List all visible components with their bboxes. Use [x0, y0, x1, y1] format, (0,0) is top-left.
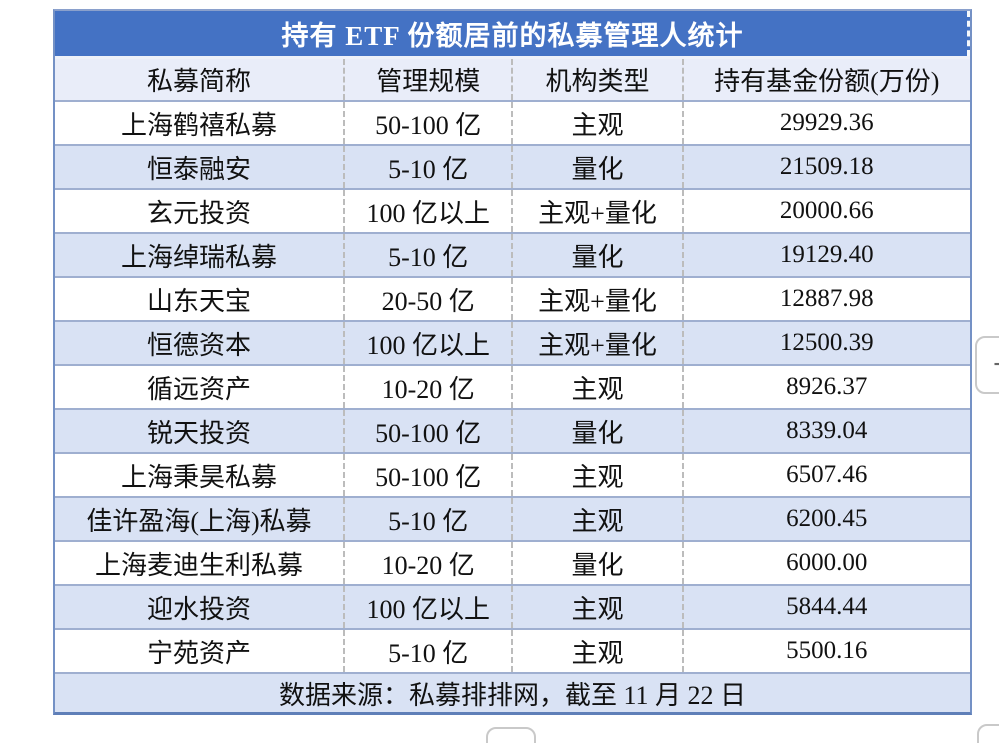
cell-shares: 5500.16 [786, 637, 868, 664]
cell-name: 上海秉昊私募 [55, 454, 346, 496]
cell-type: 量化 [513, 146, 684, 188]
table-row: 恒德资本 100 亿以上 主观+量化 12500.39 [55, 320, 970, 364]
cell-name: 恒德资本 [55, 322, 346, 364]
cell-scale: 5-10 亿 [345, 146, 514, 188]
table-row: 上海绰瑞私募 5-10 亿 量化 19129.40 [55, 232, 970, 276]
cell-name: 山东天宝 [55, 278, 346, 320]
cell-scale: 50-100 亿 [345, 454, 514, 496]
cell-scale: 10-20 亿 [345, 366, 514, 408]
cell-name: 恒泰融安 [55, 146, 346, 188]
cell-scale: 5-10 亿 [345, 234, 514, 276]
cell-name: 锐天投资 [55, 410, 346, 452]
cell-scale: 5-10 亿 [345, 498, 514, 540]
cell-scale: 100 亿以上 [345, 322, 514, 364]
cell-name: 佳许盈海(上海)私募 [55, 498, 346, 540]
cell-scale: 100 亿以上 [345, 190, 514, 232]
cell-scale: 50-100 亿 [345, 410, 514, 452]
table-row: 锐天投资 50-100 亿 量化 8339.04 [55, 408, 970, 452]
cell-name: 上海麦迪生利私募 [55, 542, 346, 584]
table-title: 持有 ETF 份额居前的私募管理人统计 [281, 21, 744, 51]
table-row: 上海秉昊私募 50-100 亿 主观 6507.46 [55, 452, 970, 496]
table-row: 恒泰融安 5-10 亿 量化 21509.18 [55, 144, 970, 188]
cell-type: 主观 [513, 454, 684, 496]
table-footer: 数据来源：私募排排网，截至 11 月 22 日 [55, 672, 970, 712]
table-header-row: 私募简称 管理规模 机构类型 持有基金份额(万份) [55, 56, 970, 100]
table-row: 佳许盈海(上海)私募 5-10 亿 主观 6200.45 [55, 496, 970, 540]
cell-type: 主观+量化 [513, 278, 684, 320]
cell-shares: 20000.66 [779, 197, 874, 224]
minus-icon: − [993, 348, 999, 382]
cell-name: 迎水投资 [55, 586, 346, 628]
cell-shares: 8339.04 [786, 417, 868, 444]
cell-scale: 100 亿以上 [345, 586, 514, 628]
cell-scale: 50-100 亿 [345, 102, 514, 144]
etf-holdings-table: 持有 ETF 份额居前的私募管理人统计 私募简称 管理规模 机构类型 持有基金份… [53, 9, 972, 715]
cell-type: 量化 [513, 410, 684, 452]
corner-control-button[interactable] [977, 724, 999, 743]
column-header-name: 私募简称 [55, 59, 346, 100]
cell-type: 主观 [513, 102, 684, 144]
column-header-scale: 管理规模 [345, 59, 514, 100]
cell-name: 上海鹤禧私募 [55, 102, 346, 144]
table-row: 宁苑资产 5-10 亿 主观 5500.16 [55, 628, 970, 672]
cell-type: 主观 [513, 586, 684, 628]
table-row: 山东天宝 20-50 亿 主观+量化 12887.98 [55, 276, 970, 320]
cell-type: 主观 [513, 498, 684, 540]
selection-dashes-decoration [967, 11, 970, 56]
cell-shares: 19129.40 [779, 241, 874, 268]
cell-type: 量化 [513, 234, 684, 276]
cell-type: 主观+量化 [513, 322, 684, 364]
table-row: 上海鹤禧私募 50-100 亿 主观 29929.36 [55, 100, 970, 144]
cell-shares: 21509.18 [779, 153, 874, 180]
cell-scale: 20-50 亿 [345, 278, 514, 320]
cell-shares: 12500.39 [779, 329, 874, 356]
cell-shares: 6000.00 [786, 549, 868, 576]
cell-name: 循远资产 [55, 366, 346, 408]
table-row: 上海麦迪生利私募 10-20 亿 量化 6000.00 [55, 540, 970, 584]
cell-shares: 6507.46 [786, 461, 868, 488]
cell-type: 主观 [513, 366, 684, 408]
cell-shares: 6200.45 [786, 505, 868, 532]
data-source-note: 数据来源：私募排排网，截至 11 月 22 日 [278, 680, 747, 710]
cell-shares: 8926.37 [786, 373, 868, 400]
cell-name: 玄元投资 [55, 190, 346, 232]
cell-shares: 29929.36 [779, 109, 874, 136]
table-row: 循远资产 10-20 亿 主观 8926.37 [55, 364, 970, 408]
cell-name: 上海绰瑞私募 [55, 234, 346, 276]
table-title-bar: 持有 ETF 份额居前的私募管理人统计 [55, 11, 970, 56]
column-header-shares: 持有基金份额(万份) [714, 67, 940, 96]
cell-type: 主观 [513, 630, 684, 672]
plus-icon: + [503, 735, 518, 743]
column-header-type: 机构类型 [513, 59, 684, 100]
zoom-out-button[interactable]: − [975, 336, 999, 394]
cell-scale: 10-20 亿 [345, 542, 514, 584]
cell-shares: 12887.98 [779, 285, 874, 312]
cell-type: 主观+量化 [513, 190, 684, 232]
cell-scale: 5-10 亿 [345, 630, 514, 672]
cell-type: 量化 [513, 542, 684, 584]
table-row: 迎水投资 100 亿以上 主观 5844.44 [55, 584, 970, 628]
cell-shares: 5844.44 [786, 593, 868, 620]
cell-name: 宁苑资产 [55, 630, 346, 672]
zoom-in-button[interactable]: + [486, 727, 536, 743]
table-row: 玄元投资 100 亿以上 主观+量化 20000.66 [55, 188, 970, 232]
